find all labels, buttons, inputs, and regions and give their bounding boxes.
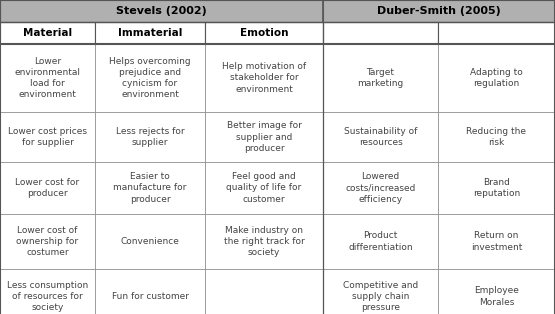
Bar	[95, 269, 205, 314]
Text: Less consumption
of resources for
society: Less consumption of resources for societ…	[7, 281, 88, 312]
Bar	[438, 214, 555, 269]
Bar	[205, 112, 323, 162]
Bar	[438, 269, 555, 314]
Text: Immaterial: Immaterial	[118, 28, 182, 38]
Text: Helps overcoming
prejudice and
cynicism for
environment: Helps overcoming prejudice and cynicism …	[109, 57, 191, 99]
Text: Help motivation of
stakeholder for
environment: Help motivation of stakeholder for envir…	[222, 62, 306, 94]
Text: Feel good and
quality of life for
customer: Feel good and quality of life for custom…	[226, 172, 301, 203]
Bar	[205, 269, 323, 314]
Text: Brand
reputation: Brand reputation	[473, 178, 520, 198]
Text: Less rejects for
supplier: Less rejects for supplier	[115, 127, 184, 147]
Bar	[438, 162, 555, 214]
Text: Product
differentiation: Product differentiation	[348, 231, 413, 252]
Bar	[0, 162, 95, 214]
Bar	[95, 214, 205, 269]
Text: Fun for customer: Fun for customer	[112, 292, 189, 301]
Bar	[323, 162, 438, 214]
Text: Lower cost of
ownership for
costumer: Lower cost of ownership for costumer	[17, 226, 79, 257]
Bar	[438, 44, 555, 112]
Text: Lower
environmental
load for
environment: Lower environmental load for environment	[14, 57, 80, 99]
Text: Lowered
costs/increased
efficiency: Lowered costs/increased efficiency	[345, 172, 416, 203]
Bar	[205, 44, 323, 112]
Bar	[438, 22, 555, 44]
Text: Competitive and
supply chain
pressure: Competitive and supply chain pressure	[343, 281, 418, 312]
Bar	[323, 44, 438, 112]
Bar	[95, 44, 205, 112]
Text: Material: Material	[23, 28, 72, 38]
Bar	[205, 214, 323, 269]
Text: Easier to
manufacture for
producer: Easier to manufacture for producer	[113, 172, 186, 203]
Bar	[95, 162, 205, 214]
Bar	[323, 269, 438, 314]
Bar	[323, 112, 438, 162]
Text: Convenience: Convenience	[120, 237, 179, 246]
Text: Target
marketing: Target marketing	[357, 68, 403, 88]
Bar	[95, 22, 205, 44]
Text: Stevels (2002): Stevels (2002)	[116, 6, 207, 16]
Text: Adapting to
regulation: Adapting to regulation	[470, 68, 523, 88]
Bar	[0, 0, 323, 22]
Text: Lower cost prices
for supplier: Lower cost prices for supplier	[8, 127, 87, 147]
Text: Sustainability of
resources: Sustainability of resources	[344, 127, 417, 147]
Bar	[323, 22, 438, 44]
Bar	[438, 112, 555, 162]
Bar	[323, 214, 438, 269]
Bar	[0, 44, 95, 112]
Text: Lower cost for
producer: Lower cost for producer	[16, 178, 79, 198]
Text: Return on
investment: Return on investment	[471, 231, 522, 252]
Bar	[0, 214, 95, 269]
Bar	[205, 22, 323, 44]
Text: Reducing the
risk: Reducing the risk	[467, 127, 527, 147]
Text: Make industry on
the right track for
society: Make industry on the right track for soc…	[224, 226, 304, 257]
Text: Emotion: Emotion	[240, 28, 288, 38]
Text: Employee
Morales: Employee Morales	[474, 286, 519, 306]
Bar	[95, 112, 205, 162]
Bar	[323, 0, 555, 22]
Bar	[0, 112, 95, 162]
Bar	[205, 162, 323, 214]
Text: Duber-Smith (2005): Duber-Smith (2005)	[377, 6, 501, 16]
Bar	[0, 22, 95, 44]
Bar	[0, 269, 95, 314]
Text: Better image for
supplier and
producer: Better image for supplier and producer	[226, 122, 301, 153]
